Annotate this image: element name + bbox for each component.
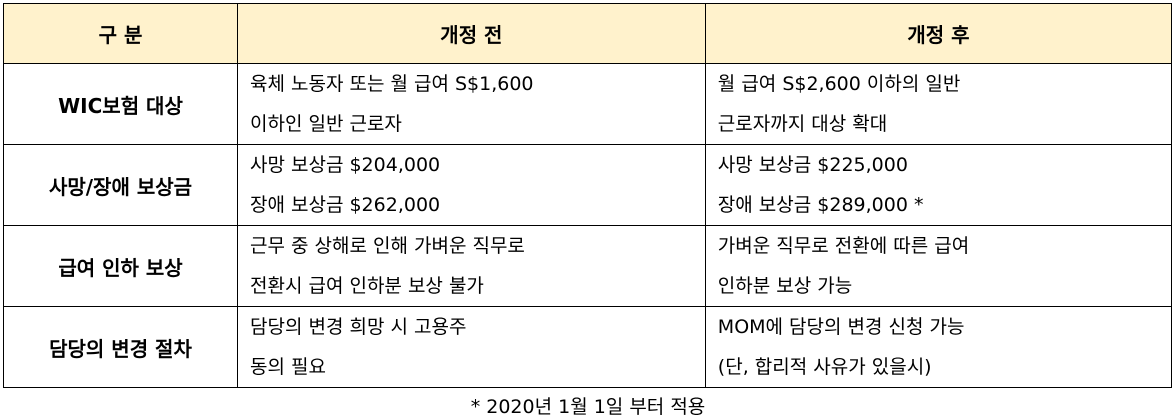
comparison-table: 구 분 개정 전 개정 후 WIC보험 대상 육체 노동자 또는 월 급여 S$1…: [3, 3, 1173, 388]
cell-line: 인하분 보상 가능: [717, 275, 853, 297]
header-before: 개정 전: [236, 3, 706, 64]
row-label: 사망/장애 보상금: [3, 144, 238, 226]
row-label: WIC보험 대상: [3, 63, 238, 145]
table-row: 담당의 변경 절차 담당의 변경 희망 시 고용주 동의 필요 MOM에 담당의 변경…: [3, 306, 1173, 388]
table-row: WIC보험 대상 육체 노동자 또는 월 급여 S$1,600 이하인 일반 근로자…: [3, 63, 1173, 145]
row-label: 담당의 변경 절차: [3, 306, 238, 388]
cell-line: 가벼운 직무로 전환에 따른 급여: [717, 235, 970, 257]
cell-line: 근로자까지 대상 확대: [717, 113, 888, 135]
table-row: 급여 인하 보상 근무 중 상해로 인해 가벼운 직무로 전환시 급여 인하분 보상…: [3, 225, 1173, 307]
header-after: 개정 후: [704, 3, 1173, 64]
cell-line: 이하인 일반 근로자: [249, 113, 402, 135]
header-category: 구 분: [3, 3, 238, 64]
cell-line: 담당의 변경 희망 시 고용주: [249, 316, 467, 338]
cell-line: 장애 보상금 $262,000: [249, 194, 441, 216]
cell-before: 육체 노동자 또는 월 급여 S$1,600 이하인 일반 근로자: [236, 63, 706, 145]
table-row: 사망/장애 보상금 사망 보상금 $204,000 장애 보상금 $262,000 사…: [3, 144, 1173, 226]
cell-line: 장애 보상금 $289,000 *: [717, 194, 924, 216]
cell-line: 육체 노동자 또는 월 급여 S$1,600: [249, 73, 534, 95]
cell-line: 동의 필요: [249, 356, 326, 378]
cell-line: 월 급여 S$2,600 이하의 일반: [717, 73, 961, 95]
cell-line: 사망 보상금 $204,000: [249, 154, 441, 176]
row-label: 급여 인하 보상: [3, 225, 238, 307]
cell-after: 사망 보상금 $225,000 장애 보상금 $289,000 *: [704, 144, 1173, 226]
footnote: * 2020년 1월 1일 부터 적용: [470, 396, 706, 418]
cell-before: 사망 보상금 $204,000 장애 보상금 $262,000: [236, 144, 706, 226]
cell-line: 사망 보상금 $225,000: [717, 154, 908, 176]
cell-after: MOM에 담당의 변경 신청 가능 (단, 합리적 사유가 있을시): [704, 306, 1173, 388]
cell-line: 근무 중 상해로 인해 가벼운 직무로: [249, 235, 525, 257]
cell-line: 전환시 급여 인하분 보상 불가: [249, 275, 484, 297]
cell-line: MOM에 담당의 변경 신청 가능: [717, 316, 965, 338]
cell-line: (단, 합리적 사유가 있을시): [717, 356, 932, 378]
header-row: 구 분 개정 전 개정 후: [3, 3, 1173, 64]
